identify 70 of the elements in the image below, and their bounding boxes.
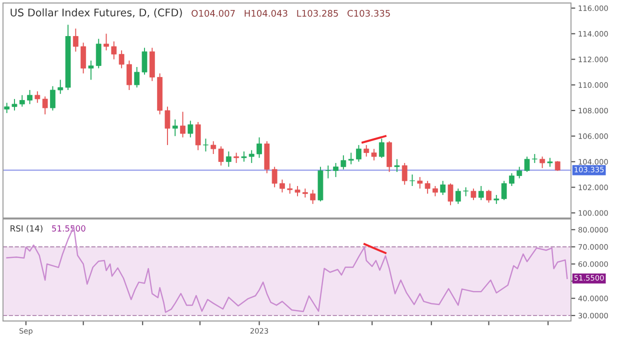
candlestick: [50, 86, 56, 111]
annotation: O104.007: [192, 10, 235, 17]
candlestick: [104, 33, 109, 51]
line-series: [6, 226, 568, 313]
candlestick: [58, 79, 64, 94]
candlestick: [226, 150, 232, 168]
candlestick: [470, 188, 476, 201]
candlestick: [417, 176, 423, 190]
candlestick: [340, 154, 346, 170]
candlestick: [540, 156, 546, 169]
candlestick: [118, 50, 124, 69]
candlestick: [294, 186, 300, 197]
candlestick: [356, 144, 362, 162]
candlestick: [394, 158, 400, 172]
candlestick: [455, 188, 461, 204]
candlestick: [478, 186, 484, 201]
candlestick: [524, 156, 530, 172]
annotation: C103.335: [348, 10, 390, 17]
candlestick: [424, 180, 430, 194]
candlestick: [42, 96, 48, 115]
candlestick: [188, 120, 194, 138]
candlestick: [486, 189, 492, 204]
candlestick: [287, 182, 293, 194]
candlestick: [348, 152, 354, 165]
candlestick: [432, 186, 438, 197]
candlestick: [19, 94, 25, 108]
candlestick: [96, 38, 102, 69]
candlestick: [218, 146, 224, 166]
candlestick: [164, 106, 170, 146]
candlestick: [280, 179, 285, 193]
candlestick: [509, 172, 514, 186]
candlestick: [126, 60, 132, 91]
candlestick: [440, 180, 446, 196]
candlestick: [325, 165, 331, 179]
candlestick: [333, 162, 338, 178]
candlestick: [402, 162, 408, 186]
candlestick: [371, 148, 377, 161]
annotation: H104.043: [244, 10, 288, 17]
candlestick: [364, 144, 370, 158]
candlestick: [72, 28, 78, 52]
candlestick: [516, 166, 522, 179]
candlestick: [88, 60, 94, 80]
text: RSI (14): [10, 225, 42, 233]
candlestick: [532, 154, 538, 164]
candlestick: [142, 47, 148, 76]
candlestick: [310, 189, 316, 204]
candlestick: [80, 42, 86, 74]
candlestick: [256, 136, 262, 158]
annotation: 51.5500: [52, 225, 86, 232]
chart-title: US Dollar Index Futures, D, (CFD): [10, 8, 182, 18]
candlestick: [248, 150, 254, 164]
candlestick: [272, 166, 278, 188]
candlestick: [554, 160, 560, 172]
candlestick: [203, 138, 208, 152]
candlestick: [180, 111, 186, 138]
annotation: L103.285: [297, 10, 338, 17]
candlestick: [27, 90, 32, 105]
candlestick: [134, 66, 140, 88]
candlestick: [195, 122, 201, 151]
candlestick: [501, 180, 507, 201]
candlestick: [172, 118, 178, 137]
candlestick: [12, 98, 18, 111]
candlestick: [210, 140, 216, 154]
candlestick: [241, 150, 247, 162]
candlestick: [4, 102, 10, 114]
candlestick: [448, 182, 454, 206]
candlestick: [34, 90, 40, 104]
candlestick: [378, 138, 384, 158]
candlestick: [234, 152, 240, 164]
candlestick: [111, 40, 117, 60]
